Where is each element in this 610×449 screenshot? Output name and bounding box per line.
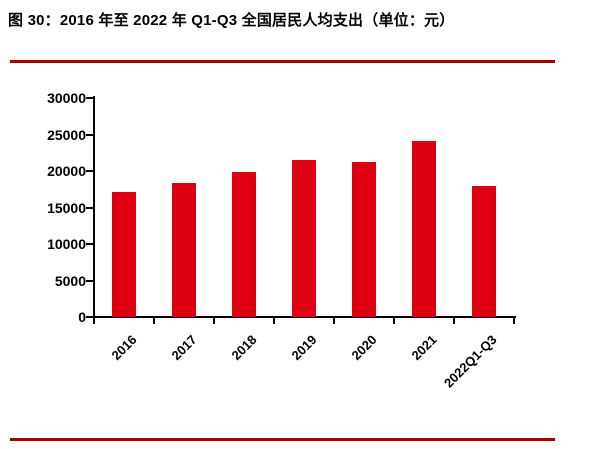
bar-2022Q1-Q3 <box>472 186 496 317</box>
x-axis-tick <box>333 318 335 324</box>
bar-2019 <box>292 160 316 317</box>
y-axis-tick <box>86 206 93 209</box>
x-axis-label: 2018 <box>228 332 260 364</box>
x-axis-tick <box>93 318 95 324</box>
bar-2017 <box>172 183 196 317</box>
x-axis-label: 2022Q1-Q3 <box>440 332 500 391</box>
y-axis-tick <box>86 316 93 318</box>
x-axis-tick <box>213 318 215 324</box>
x-axis-label: 2019 <box>288 332 320 364</box>
bar-2018 <box>232 172 256 317</box>
y-axis-label: 25000 <box>47 126 86 143</box>
bar-2016 <box>112 192 136 317</box>
bottom-divider-rule <box>10 438 555 441</box>
x-axis-tick <box>153 318 155 324</box>
y-axis-tick <box>86 97 93 99</box>
bar-2020 <box>352 162 376 317</box>
x-axis-tick <box>513 318 515 324</box>
bar-2021 <box>412 141 436 317</box>
bar-chart: 30000 25000 20000 15000 10000 5000 0 2016 2017 20… <box>0 64 610 434</box>
y-axis-tick <box>86 279 93 282</box>
y-axis-tick <box>86 243 93 245</box>
x-axis-line <box>93 316 516 318</box>
y-axis-tick <box>86 170 93 172</box>
x-axis-label: 2021 <box>408 332 440 364</box>
y-axis-tick <box>86 133 93 136</box>
figure-title: 图 30：2016 年至 2022 年 Q1-Q3 全国居民人均支出（单位：元） <box>8 12 455 29</box>
y-axis-line <box>93 96 95 319</box>
y-axis-label: 10000 <box>47 236 86 252</box>
y-axis-label: 15000 <box>47 199 86 216</box>
x-axis-tick <box>453 318 455 324</box>
x-axis-label: 2016 <box>108 332 140 364</box>
x-axis-label: 2017 <box>168 332 200 364</box>
y-axis-label: 5000 <box>54 272 86 289</box>
y-axis-label: 0 <box>78 309 86 325</box>
y-axis-label: 20000 <box>47 163 86 179</box>
x-axis-tick <box>393 318 395 324</box>
y-axis-label: 30000 <box>47 90 86 106</box>
top-divider-rule <box>10 60 555 63</box>
x-axis-label: 2020 <box>348 332 380 364</box>
x-axis-tick <box>273 318 275 324</box>
